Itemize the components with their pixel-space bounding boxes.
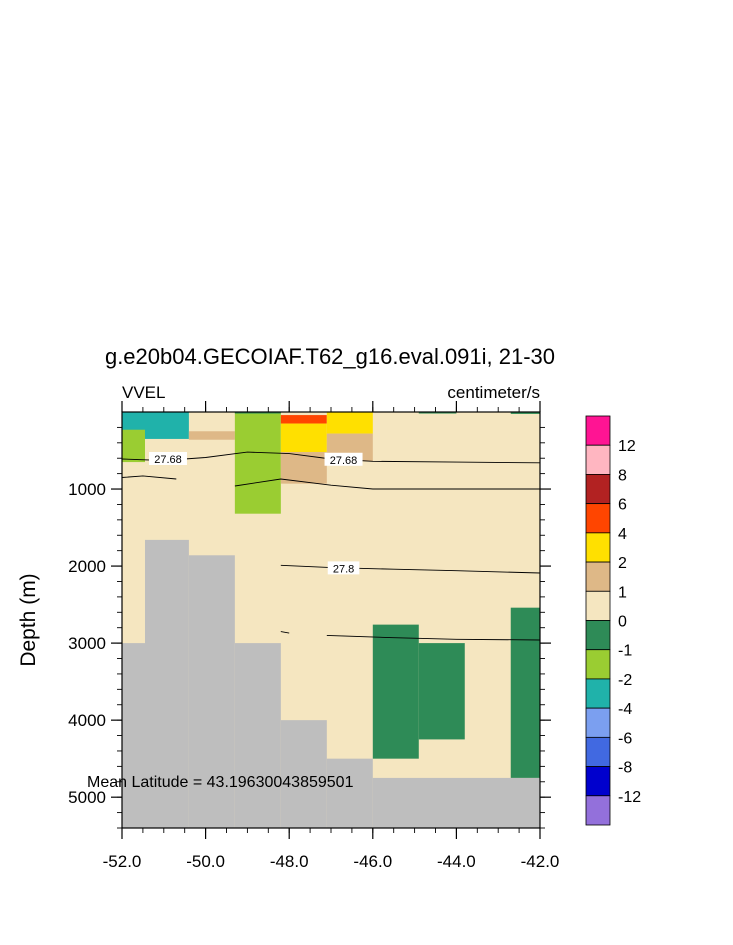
value-cell-7	[326, 412, 373, 434]
colorbar-swatch-9	[585, 678, 611, 709]
variable-label: VVEL	[122, 383, 165, 402]
land-block-6	[372, 777, 540, 828]
colorbar-swatch-2	[585, 474, 611, 505]
contour-label-0-0: 27.68	[154, 454, 182, 466]
y-tick-label-3: 4000	[68, 711, 106, 730]
colorbar-swatch-11	[585, 736, 611, 767]
colorbar-label-11: -8	[618, 760, 632, 777]
value-cell-6	[280, 423, 327, 453]
x-tick-label-3: -46.0	[353, 852, 392, 871]
contour-label-3-0: 27.8	[333, 563, 354, 575]
value-cell-14	[418, 643, 465, 740]
colorbar-label-1: 8	[618, 467, 627, 484]
colorbar-swatch-8	[585, 649, 611, 680]
value-cell-15	[510, 607, 540, 778]
plot-area: 27.68 27.68 27.8	[122, 412, 540, 828]
colorbar-swatch-7	[585, 620, 611, 651]
units-label: centimeter/s	[447, 383, 540, 402]
x-tick-label-0: -52.0	[103, 852, 142, 871]
land-block-3	[234, 643, 281, 828]
colorbar-swatch-4	[585, 532, 611, 563]
colorbar-swatch-0	[585, 415, 611, 446]
contour-line-2	[234, 478, 540, 490]
value-cell-10	[234, 412, 281, 414]
y-tick-label-4: 5000	[68, 788, 106, 807]
value-cells	[122, 412, 540, 778]
density-contours: 27.68 27.68 27.8	[122, 451, 540, 641]
x-tick-label-2: -48.0	[270, 852, 309, 871]
colorbar-swatch-3	[585, 503, 611, 534]
x-tick-label-1: -50.0	[186, 852, 225, 871]
colorbar-swatch-13	[585, 795, 611, 826]
colorbar-label-9: -4	[618, 701, 632, 718]
x-tick-label-5: -42.0	[521, 852, 560, 871]
colorbar-label-6: 0	[618, 614, 627, 631]
colorbar-swatch-1	[585, 444, 611, 475]
contour-line-3	[280, 564, 540, 574]
colorbar-swatch-12	[585, 766, 611, 797]
contour-line-5	[326, 634, 540, 641]
colorbar: 12 8 6 4 2 1 0 -1 -2 -4 -6 -8 -12	[585, 415, 641, 826]
land-block-2	[188, 555, 235, 828]
colorbar-label-0: 12	[618, 438, 636, 455]
land-mask	[122, 539, 540, 828]
contour-label-box-0-1	[324, 452, 363, 466]
contour-label-box-3-0	[327, 561, 360, 575]
contour-label-box-0-0	[148, 451, 187, 465]
contour-line-1	[122, 475, 177, 480]
mean-latitude-annotation: Mean Latitude = 43.19630043859501	[87, 774, 354, 791]
value-cell-1	[122, 429, 145, 463]
colorbar-label-8: -2	[618, 672, 632, 689]
colorbar-label-3: 4	[618, 526, 627, 543]
contour-label-0-1: 27.68	[330, 455, 358, 467]
value-cell-3	[188, 431, 235, 440]
value-cell-13	[372, 624, 419, 759]
x-tick-label-4: -44.0	[437, 852, 476, 871]
colorbar-label-5: 1	[618, 584, 627, 601]
value-cell-12	[510, 412, 540, 414]
value-cell-11	[418, 412, 457, 414]
value-cell-2	[144, 438, 189, 441]
colorbar-label-10: -6	[618, 730, 632, 747]
colorbar-label-7: -1	[618, 643, 632, 660]
colorbar-swatch-5	[585, 561, 611, 592]
colorbar-swatch-6	[585, 590, 611, 621]
land-block-4	[280, 720, 327, 828]
colorbar-label-4: 2	[618, 555, 627, 572]
y-tick-label-1: 2000	[68, 557, 106, 576]
y-tick-label-0: 1000	[68, 480, 106, 499]
colorbar-swatch-10	[585, 707, 611, 738]
colorbar-label-12: -12	[618, 789, 641, 806]
value-cell-4	[234, 412, 281, 514]
land-block-0	[122, 643, 145, 828]
value-cell-5	[280, 415, 327, 424]
contour-line-4	[280, 631, 290, 634]
colorbar-label-2: 6	[618, 497, 627, 514]
axes: -52.0 -50.0 -48.0 -46.0 -44.0 -42.0 1000 2000 30…	[68, 401, 559, 871]
land-block-1	[144, 539, 189, 828]
land-block-5	[326, 758, 373, 828]
y-axis-label: Depth (m)	[17, 573, 40, 666]
chart-title: g.e20b04.GECOIAF.T62_g16.eval.091i, 21-3…	[105, 344, 555, 369]
y-tick-label-2: 3000	[68, 634, 106, 653]
value-cell-8	[280, 452, 327, 484]
